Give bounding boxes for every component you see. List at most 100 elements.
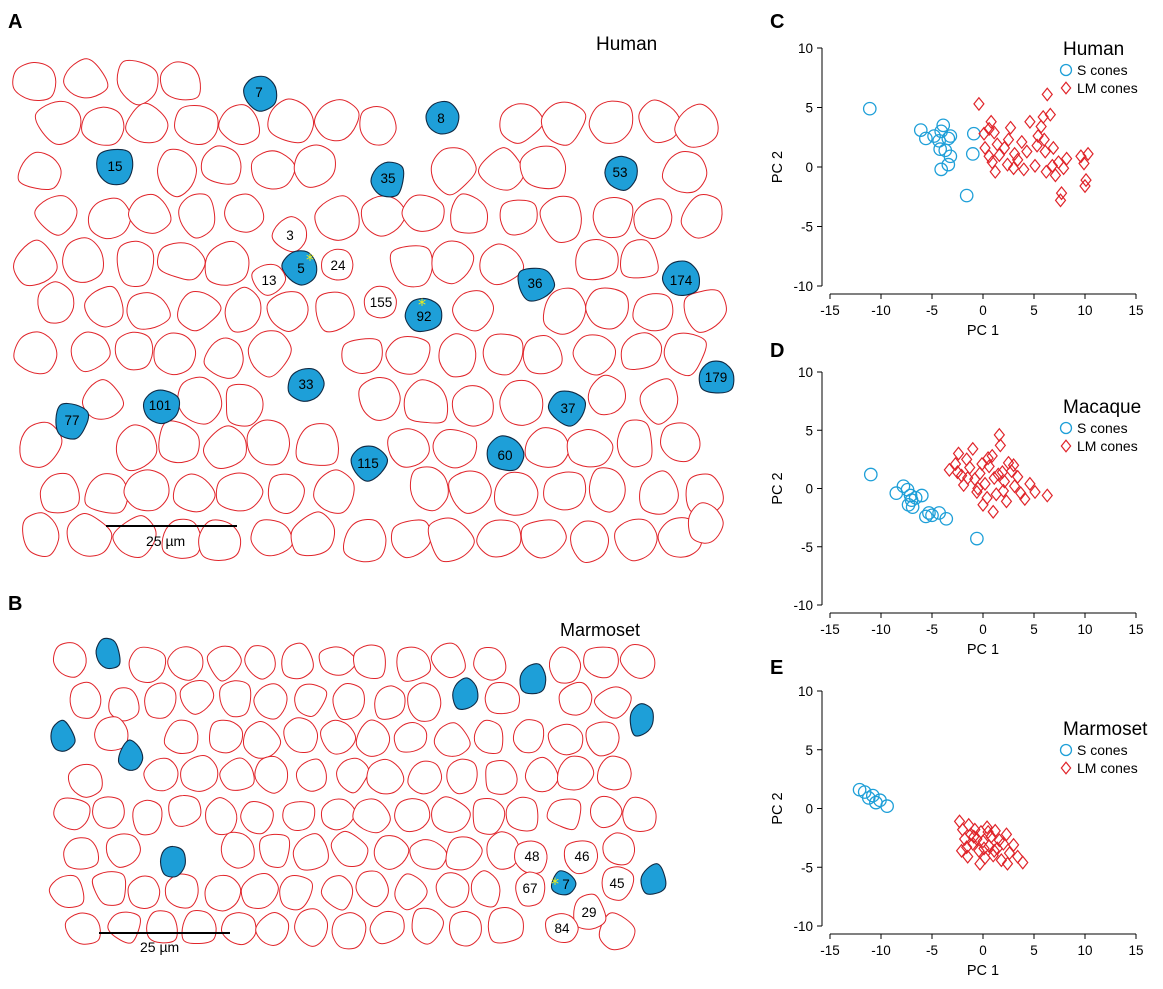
data-point [1007, 161, 1020, 176]
asterisk-marker: * [418, 295, 426, 314]
cone-cell [602, 832, 636, 866]
s-cone-cell [281, 250, 318, 286]
legend-marker [1059, 63, 1073, 77]
data-point [967, 836, 979, 851]
cone-cell [259, 833, 291, 868]
data-point [1039, 144, 1051, 159]
species-label-human: Human [596, 34, 657, 55]
cone-cell [127, 875, 161, 910]
cone-cell [563, 840, 599, 875]
cone-cell [393, 721, 428, 753]
cone-cell [315, 291, 355, 333]
cone-cell [266, 291, 309, 333]
data-point [1019, 491, 1031, 507]
data-point [985, 114, 997, 129]
cone-cell [157, 148, 197, 198]
data-point [1000, 494, 1013, 509]
data-point [1082, 146, 1094, 162]
data-point [1002, 455, 1015, 471]
cone-cell [127, 193, 172, 234]
cone-cell [39, 472, 80, 514]
cone-cell [616, 419, 653, 468]
cone-cell [622, 796, 657, 833]
cone-cell [19, 421, 63, 468]
data-point [949, 456, 962, 472]
cone-cell [219, 680, 252, 718]
chart-title: Human [1063, 39, 1124, 60]
data-point [1035, 119, 1047, 134]
cone-cell [64, 912, 101, 945]
data-point [967, 441, 979, 457]
panel-letter-e: E [770, 657, 783, 679]
cone-cell [205, 797, 238, 836]
cone-cell [294, 683, 328, 717]
cell-id-label: 155 [370, 295, 393, 310]
cone-cell [445, 836, 483, 871]
cone-cell [389, 245, 434, 288]
cone-cell [69, 681, 102, 719]
cone-cell [13, 331, 58, 375]
cone-cell [619, 644, 656, 679]
s-cone-cell [661, 260, 701, 296]
data-point [960, 840, 973, 855]
cone-cell [70, 331, 111, 373]
cone-cell [144, 682, 177, 719]
cone-cell [583, 646, 619, 679]
cone-cell [37, 281, 75, 324]
cone-cell [557, 755, 595, 791]
data-point [1047, 140, 1060, 156]
data-point [964, 460, 976, 475]
cone-cell [478, 147, 525, 191]
cone-cell [505, 796, 539, 832]
cone-cell [157, 242, 206, 281]
data-point [983, 459, 995, 474]
cone-cell [164, 873, 199, 909]
cone-cell [592, 196, 634, 239]
cone-cell [181, 910, 217, 945]
cone-cell [452, 290, 494, 332]
cone-cell [172, 473, 216, 513]
cone-cell [499, 199, 538, 236]
data-point [904, 493, 919, 507]
cone-cell [572, 334, 617, 376]
cone-cell [240, 872, 279, 910]
cell-id-label: 101 [149, 398, 172, 413]
cone-cell [660, 422, 701, 463]
cell-id-label: 37 [560, 401, 575, 416]
cone-cell [438, 333, 477, 378]
cone-cell [409, 466, 449, 512]
x-axis-label: PC 1 [967, 642, 999, 658]
cone-cell [633, 198, 673, 240]
panel-letter-c: C [770, 11, 784, 33]
data-point [1011, 152, 1024, 168]
y-tick-label: 10 [798, 365, 813, 380]
data-point [1044, 107, 1057, 122]
y-tick-label: -5 [801, 540, 813, 555]
cone-cell [125, 102, 169, 144]
cone-cell [587, 374, 626, 416]
data-point [982, 451, 994, 466]
y-tick-label: -5 [801, 220, 813, 235]
y-tick-label: -10 [793, 919, 813, 934]
cone-cell [476, 519, 522, 558]
cone-cell [499, 103, 545, 144]
series-s-cones [863, 467, 984, 546]
data-point [1078, 156, 1090, 171]
cone-cell [282, 801, 316, 832]
cone-cell [293, 144, 336, 188]
cone-cell [204, 874, 242, 912]
y-tick-label: -10 [793, 598, 813, 613]
cell-id-label: 92 [416, 309, 431, 324]
series-s-cones [862, 101, 981, 203]
data-point [1008, 146, 1021, 162]
cone-cell [209, 719, 244, 754]
data-point [865, 788, 880, 803]
data-point [991, 137, 1004, 152]
cone-cell [484, 681, 520, 715]
cone-cell [522, 335, 563, 375]
cone-cell [482, 333, 524, 376]
cone-cell [295, 758, 327, 792]
cone-cell [198, 519, 242, 561]
s-cone-cell [425, 100, 460, 135]
cone-cell [34, 195, 78, 236]
